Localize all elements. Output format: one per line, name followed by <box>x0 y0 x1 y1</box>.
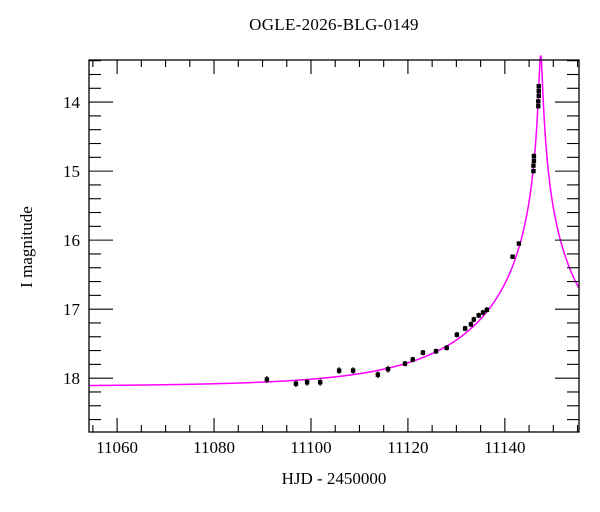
model-curve <box>88 55 580 387</box>
data-point <box>462 326 468 331</box>
data-point <box>385 366 391 372</box>
data-point <box>480 310 486 315</box>
data-point <box>444 345 449 350</box>
data-point <box>433 349 439 354</box>
data-point <box>304 380 310 385</box>
data-point <box>476 313 481 318</box>
data-point <box>531 163 536 168</box>
data-point <box>420 350 426 355</box>
data-point <box>516 241 522 246</box>
data-point <box>264 377 270 382</box>
plot-frame <box>88 59 580 433</box>
y-tick-label: 14 <box>63 93 81 112</box>
y-tick-label: 18 <box>63 369 80 388</box>
y-tick-label: 16 <box>63 231 80 250</box>
y-tick-label: 15 <box>63 162 80 181</box>
data-point <box>536 88 541 94</box>
x-tick-label: 11120 <box>387 438 428 457</box>
data-point <box>375 372 381 377</box>
data-point <box>531 158 537 163</box>
x-tick-label: 11140 <box>484 438 525 457</box>
data-point <box>531 168 536 174</box>
data-point <box>531 153 537 159</box>
x-tick-label: 11080 <box>193 438 235 457</box>
data-point <box>350 368 356 373</box>
chart-title: OGLE-2026-BLG-0149 <box>249 15 419 34</box>
data-point <box>293 381 299 386</box>
data-point <box>410 357 415 362</box>
data-point <box>402 361 408 366</box>
data-point <box>484 307 490 313</box>
data-point <box>510 254 515 259</box>
data-point <box>536 104 541 109</box>
x-tick-label: 11060 <box>96 438 138 457</box>
data-point <box>454 332 460 337</box>
x-axis-label: HJD - 2450000 <box>281 469 387 488</box>
data-point <box>317 380 323 385</box>
y-tick-label: 17 <box>63 300 81 319</box>
data-point <box>336 368 342 373</box>
x-tick-label: 11100 <box>290 438 331 457</box>
data-point <box>536 93 541 99</box>
data-point <box>536 84 541 89</box>
data-point <box>536 99 541 104</box>
data-point <box>471 317 477 322</box>
data-point <box>468 322 474 327</box>
